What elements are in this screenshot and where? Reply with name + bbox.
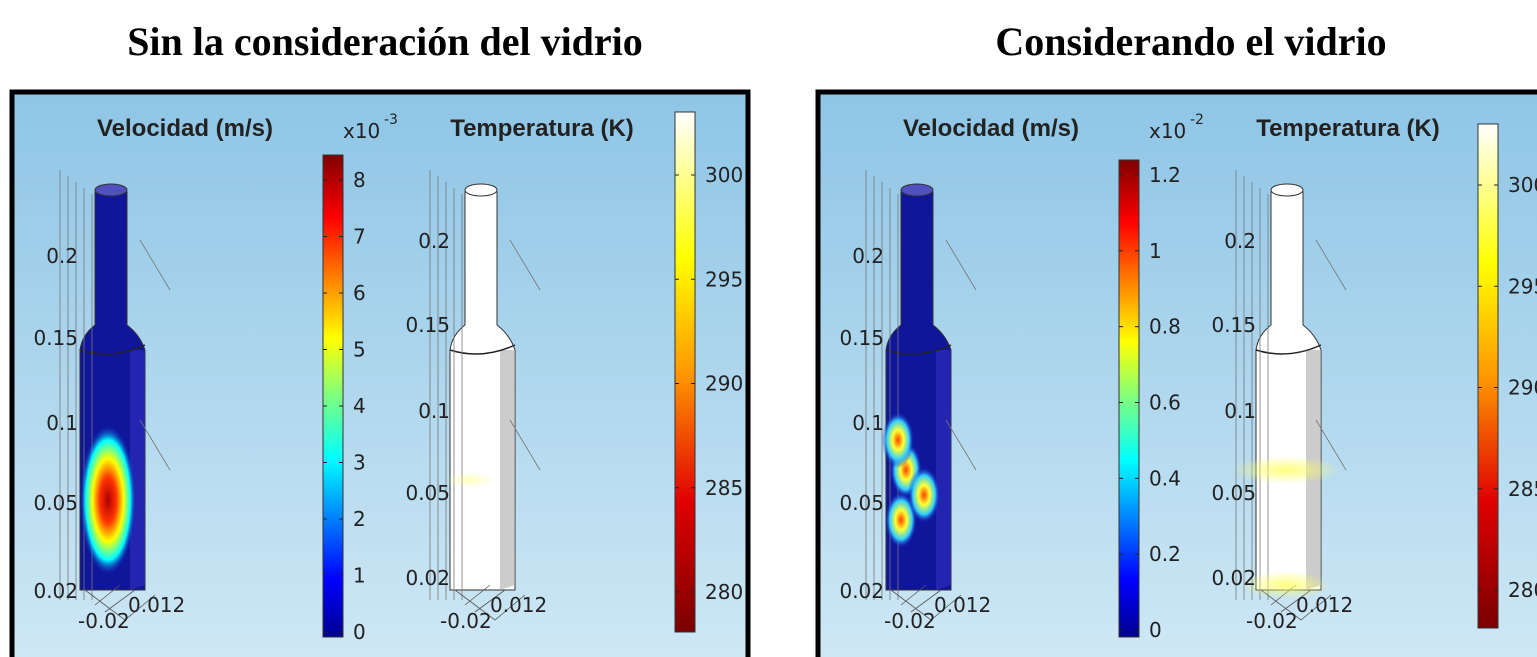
colorbar-tick-label: 300 [1508, 173, 1537, 197]
bottle-cap [465, 184, 497, 196]
colorbar [1119, 160, 1139, 637]
colorbar-tick-label: 0 [1149, 618, 1162, 642]
colorbar-tick-label: 285 [705, 476, 743, 500]
scale-exponent: -2 [1190, 112, 1204, 128]
base-tick-label: -0.02 [884, 609, 936, 633]
colorbar-tick-label: 4 [353, 394, 366, 418]
scale-multiplier: x10 [343, 119, 380, 143]
colorbar-tick-label: 1 [1149, 239, 1162, 263]
colorbar-tick-label: 3 [353, 451, 366, 475]
temperature-haze [1231, 456, 1341, 484]
base-tick-label: 0.012 [1296, 593, 1353, 617]
axis-tick-label: 0.2 [46, 244, 78, 268]
axis-tick-label: 0.15 [405, 313, 450, 337]
colorbar-tick-label: 285 [1508, 477, 1537, 501]
colorbar-tick-label: 0.2 [1149, 542, 1181, 566]
colorbar-tick-label: 290 [1508, 376, 1537, 400]
axis-tick-label: 0.2 [1224, 229, 1256, 253]
colorbar-tick-label: 7 [353, 225, 366, 249]
colorbar-tick-label: 0.8 [1149, 315, 1181, 339]
colorbar-tick-label: 6 [353, 281, 366, 305]
base-tick-label: -0.02 [440, 609, 492, 633]
panel-title: Sin la consideración del vidrio [127, 19, 643, 64]
base-tick-label: -0.02 [78, 609, 130, 633]
base-tick-label: 0.012 [934, 593, 991, 617]
colorbar-tick-label: 300 [705, 163, 743, 187]
colorbar [675, 112, 695, 632]
velocity-label: Velocidad (m/s) [903, 115, 1079, 142]
base-tick-label: 0.012 [128, 593, 185, 617]
temperature-label: Temperatura (K) [450, 115, 634, 142]
colorbar [323, 155, 343, 637]
axis-tick-label: 0.02 [405, 566, 450, 590]
axis-tick-label: 0.1 [852, 411, 884, 435]
velocity-label: Velocidad (m/s) [97, 115, 273, 142]
axis-tick-label: 0.1 [1224, 399, 1256, 423]
scale-exponent: -3 [384, 112, 398, 128]
axis-tick-label: 0.02 [839, 579, 884, 603]
velocity-hotspot [80, 425, 136, 575]
colorbar-tick-label: 295 [1508, 274, 1537, 298]
colorbar-tick-label: 280 [1508, 578, 1537, 602]
temperature-haze [445, 472, 495, 488]
axis-tick-label: 0.05 [839, 491, 884, 515]
colorbar-tick-label: 1.2 [1149, 163, 1181, 187]
axis-tick-label: 0.2 [852, 244, 884, 268]
colorbar-tick-label: 0.6 [1149, 391, 1181, 415]
axis-tick-label: 0.15 [1211, 313, 1256, 337]
colorbar-tick-label: 280 [705, 580, 743, 604]
axis-tick-label: 0.05 [1211, 481, 1256, 505]
colorbar-tick-label: 0.4 [1149, 466, 1181, 490]
colorbar-tick-label: 2 [353, 507, 366, 531]
axis-tick-label: 0.15 [839, 326, 884, 350]
panel: Velocidad (m/s)x10-20.20.150.10.050.02-0… [818, 92, 1537, 657]
colorbar-tick-label: 290 [705, 372, 743, 396]
velocity-hotspot [882, 412, 914, 468]
bottle-cap [1271, 184, 1303, 196]
axis-tick-label: 0.05 [405, 481, 450, 505]
colorbar-tick-label: 295 [705, 267, 743, 291]
colorbar-tick-label: 1 [353, 564, 366, 588]
bottle-side [500, 350, 515, 590]
base-tick-label: -0.02 [1246, 609, 1298, 633]
colorbar-tick-label: 0 [353, 620, 366, 644]
axis-tick-label: 0.02 [1211, 566, 1256, 590]
base-tick-label: 0.012 [490, 593, 547, 617]
temperature-label: Temperatura (K) [1256, 115, 1440, 142]
colorbar-tick-label: 8 [353, 168, 366, 192]
figure: Sin la consideración del vidrio Velocidad… [0, 0, 1537, 657]
bottle-side [936, 350, 951, 590]
axis-tick-label: 0.2 [418, 229, 450, 253]
axis-tick-label: 0.02 [33, 579, 78, 603]
panel-title: Considerando el vidrio [995, 19, 1386, 64]
axis-tick-label: 0.1 [418, 399, 450, 423]
panel: Velocidad (m/s)x10-30.20.150.10.050.02-0… [12, 92, 748, 657]
bottle-cap [901, 184, 933, 196]
bottle-cap [95, 184, 127, 196]
axis-tick-label: 0.15 [33, 326, 78, 350]
axis-tick-label: 0.1 [46, 411, 78, 435]
velocity-hotspot [908, 467, 940, 523]
colorbar [1478, 124, 1498, 628]
colorbar-tick-label: 5 [353, 338, 366, 362]
axis-tick-label: 0.05 [33, 491, 78, 515]
scale-multiplier: x10 [1149, 119, 1186, 143]
